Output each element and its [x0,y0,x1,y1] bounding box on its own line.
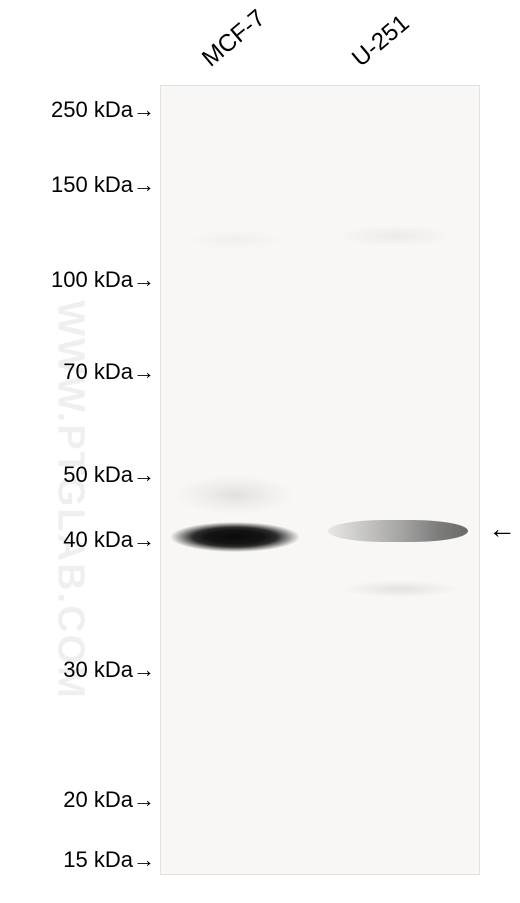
mw-marker-label: 70 kDa→ [63,359,155,385]
mw-marker-text: 70 kDa [63,359,133,384]
arrow-right-icon: → [133,172,155,198]
arrow-right-icon: → [133,527,155,553]
mw-marker-label: 40 kDa→ [63,527,155,553]
mw-marker-label: 100 kDa→ [51,267,155,293]
mw-marker-text: 40 kDa [63,527,133,552]
blot-band [340,580,460,598]
lane-label: U-251 [347,10,415,73]
arrow-right-icon: → [133,267,155,293]
blot-band [185,230,285,250]
blot-band [170,522,300,552]
mw-marker-label: 50 kDa→ [63,462,155,488]
arrow-right-icon: → [133,97,155,123]
mw-marker-text: 15 kDa [63,847,133,872]
mw-marker-label: 150 kDa→ [51,172,155,198]
mw-marker-text: 30 kDa [63,657,133,682]
lane-label: MCF-7 [197,4,271,73]
mw-marker-label: 30 kDa→ [63,657,155,683]
mw-marker-label: 20 kDa→ [63,787,155,813]
blot-band [175,475,295,515]
blot-band [328,520,468,542]
mw-marker-label: 250 kDa→ [51,97,155,123]
arrow-right-icon: → [133,359,155,385]
blot-band [335,225,455,247]
arrow-right-icon: → [133,657,155,683]
mw-marker-text: 150 kDa [51,172,133,197]
arrow-right-icon: → [133,462,155,488]
mw-marker-text: 250 kDa [51,97,133,122]
mw-marker-label: 15 kDa→ [63,847,155,873]
arrow-right-icon: → [133,847,155,873]
band-indicator-arrow: ← [488,513,516,545]
mw-marker-text: 50 kDa [63,462,133,487]
arrow-right-icon: → [133,787,155,813]
mw-marker-text: 100 kDa [51,267,133,292]
mw-marker-text: 20 kDa [63,787,133,812]
